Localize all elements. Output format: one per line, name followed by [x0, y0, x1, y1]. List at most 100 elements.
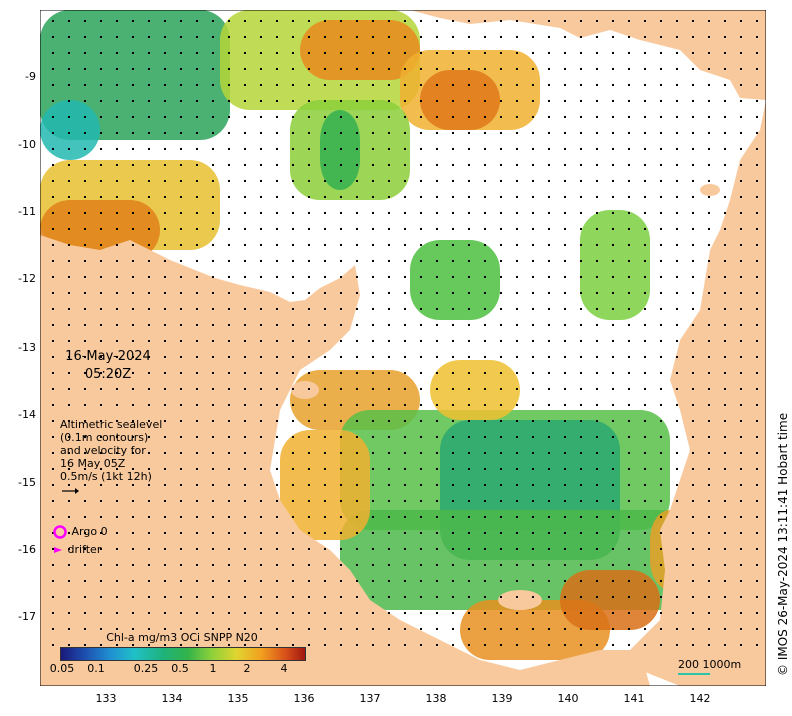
velocity-dot [148, 52, 150, 54]
velocity-dot [484, 564, 486, 566]
velocity-dot [420, 484, 422, 486]
chl-patch [40, 100, 100, 160]
velocity-dot [516, 324, 518, 326]
velocity-dot [740, 212, 742, 214]
velocity-dot [532, 356, 534, 358]
velocity-dot [708, 260, 710, 262]
velocity-dot [292, 516, 294, 518]
velocity-dot [468, 532, 470, 534]
velocity-dot [356, 372, 358, 374]
velocity-dot [708, 68, 710, 70]
velocity-dot [596, 644, 598, 646]
velocity-dot [500, 548, 502, 550]
velocity-dot [708, 20, 710, 22]
velocity-dot [228, 148, 230, 150]
velocity-dot [228, 388, 230, 390]
legend-drifter: drifter [52, 543, 101, 556]
velocity-dot [596, 468, 598, 470]
velocity-dot [532, 420, 534, 422]
velocity-dot [356, 420, 358, 422]
velocity-dot [372, 116, 374, 118]
velocity-dot [756, 164, 758, 166]
velocity-dot [436, 116, 438, 118]
velocity-dot [244, 532, 246, 534]
velocity-dot [244, 420, 246, 422]
velocity-dot [740, 308, 742, 310]
velocity-dot [580, 500, 582, 502]
velocity-dot [532, 324, 534, 326]
velocity-dot [148, 276, 150, 278]
velocity-dot [532, 612, 534, 614]
velocity-dot [500, 612, 502, 614]
velocity-dot [580, 84, 582, 86]
velocity-dot [244, 148, 246, 150]
velocity-dot [52, 276, 54, 278]
velocity-dot [468, 596, 470, 598]
velocity-dot [500, 132, 502, 134]
scalebar-line [678, 673, 710, 675]
velocity-dot [164, 308, 166, 310]
velocity-dot [116, 196, 118, 198]
velocity-dot [484, 276, 486, 278]
velocity-dot [196, 308, 198, 310]
velocity-dot [516, 388, 518, 390]
velocity-dot [116, 500, 118, 502]
velocity-dot [180, 548, 182, 550]
velocity-dot [196, 436, 198, 438]
velocity-dot [660, 52, 662, 54]
velocity-dot [244, 564, 246, 566]
velocity-dot [212, 276, 214, 278]
velocity-dot [212, 628, 214, 630]
velocity-dot [308, 308, 310, 310]
velocity-dot [404, 36, 406, 38]
velocity-dot [116, 468, 118, 470]
velocity-dot [164, 532, 166, 534]
velocity-dot [468, 372, 470, 374]
velocity-dot [532, 500, 534, 502]
velocity-dot [500, 84, 502, 86]
velocity-dot [340, 180, 342, 182]
velocity-dot [420, 436, 422, 438]
velocity-dot [68, 468, 70, 470]
velocity-dot [212, 292, 214, 294]
velocity-dot [580, 68, 582, 70]
velocity-dot [676, 436, 678, 438]
velocity-dot [452, 356, 454, 358]
velocity-dot [68, 228, 70, 230]
velocity-dot [404, 164, 406, 166]
velocity-dot [292, 244, 294, 246]
velocity-dot [388, 548, 390, 550]
velocity-dot [228, 180, 230, 182]
velocity-dot [228, 292, 230, 294]
velocity-dot [212, 196, 214, 198]
velocity-dot [676, 116, 678, 118]
velocity-dot [148, 596, 150, 598]
velocity-dot [436, 164, 438, 166]
velocity-dot [580, 356, 582, 358]
velocity-dot [404, 580, 406, 582]
velocity-dot [308, 292, 310, 294]
velocity-dot [500, 516, 502, 518]
velocity-dot [404, 52, 406, 54]
velocity-dot [68, 276, 70, 278]
velocity-dot [516, 548, 518, 550]
velocity-dot [580, 596, 582, 598]
velocity-dot [756, 388, 758, 390]
velocity-dot [452, 228, 454, 230]
velocity-dot [500, 420, 502, 422]
velocity-dot [468, 212, 470, 214]
velocity-dot [308, 228, 310, 230]
velocity-dot [372, 484, 374, 486]
velocity-dot [276, 468, 278, 470]
velocity-dot [436, 180, 438, 182]
velocity-dot [116, 548, 118, 550]
velocity-dot [564, 308, 566, 310]
velocity-dot [260, 372, 262, 374]
velocity-dot [164, 36, 166, 38]
velocity-dot [628, 68, 630, 70]
velocity-dot [740, 484, 742, 486]
velocity-dot [564, 148, 566, 150]
velocity-dot [388, 484, 390, 486]
velocity-dot [548, 628, 550, 630]
velocity-dot [724, 452, 726, 454]
